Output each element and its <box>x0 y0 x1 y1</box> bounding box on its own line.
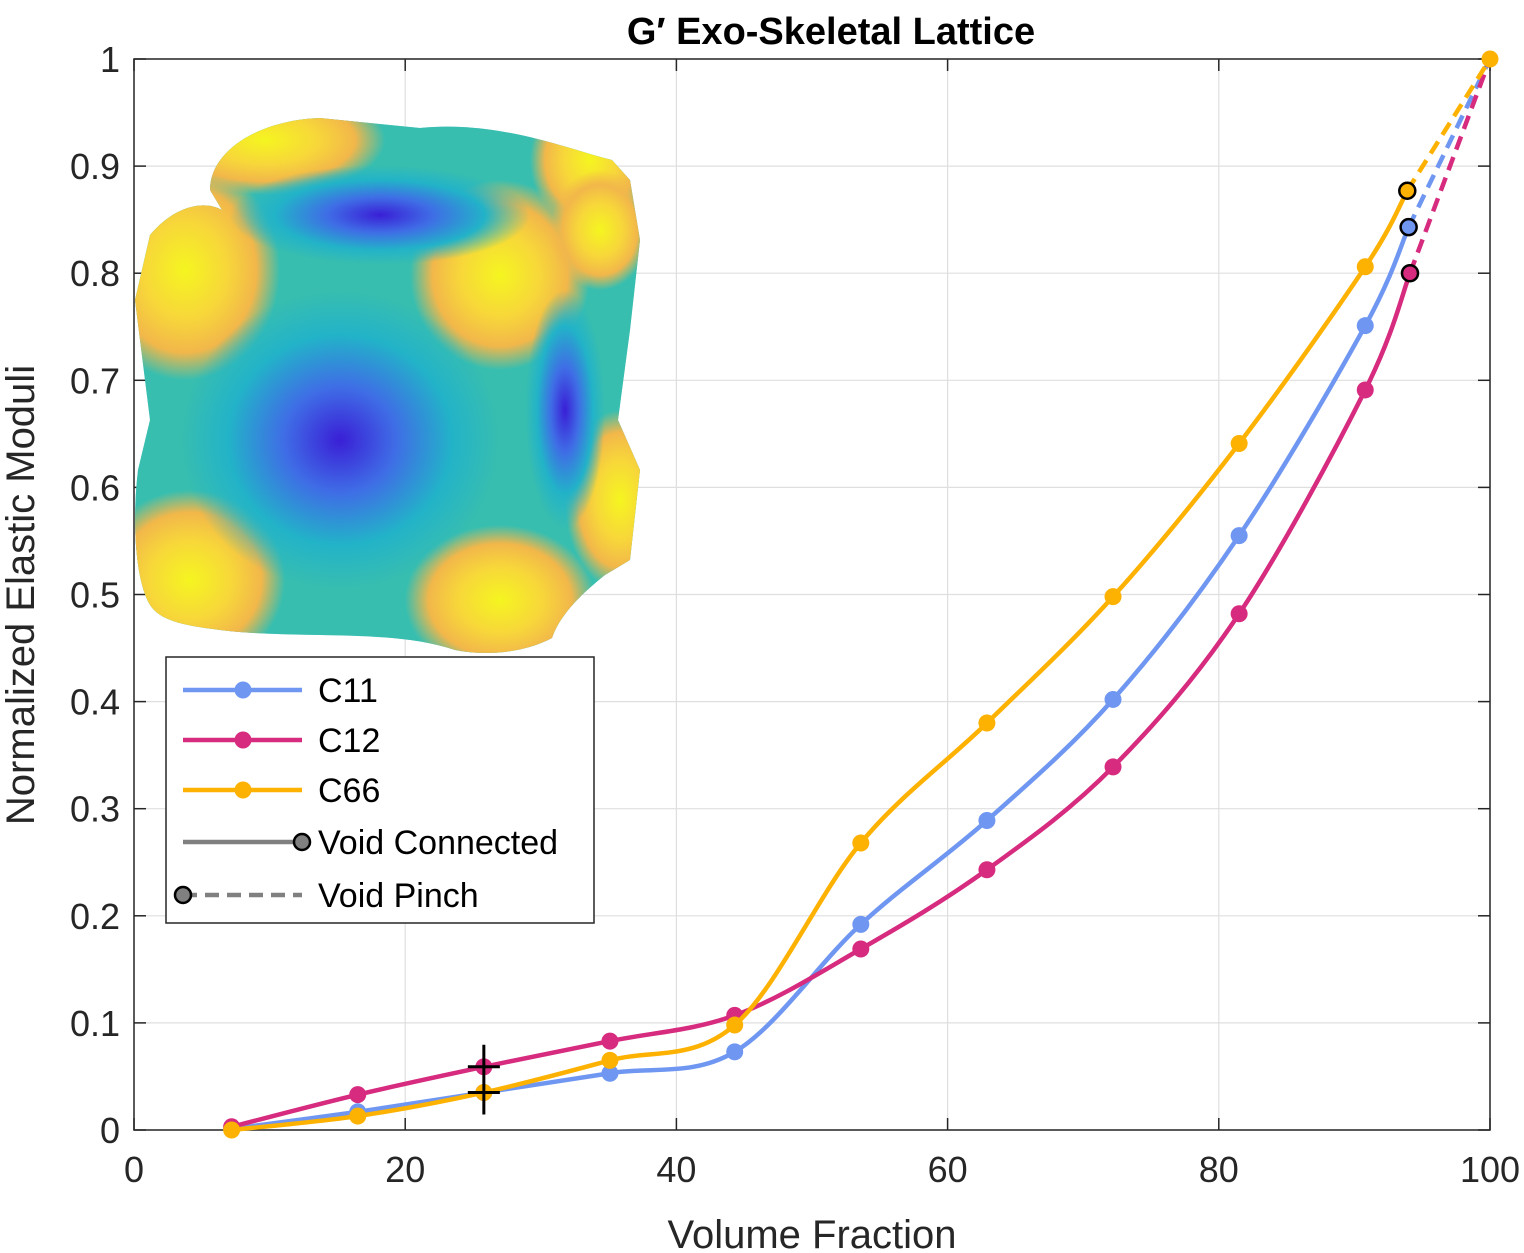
legend-entry-void-pinch: Void Pinch <box>173 877 479 915</box>
legend-marker-c12 <box>234 731 252 749</box>
y-tick-label: 1 <box>100 39 120 80</box>
y-tick-label: 0.3 <box>70 789 120 830</box>
x-tick-label: 0 <box>124 1149 144 1190</box>
y-axis-label: Normalized Elastic Moduli <box>0 365 43 825</box>
y-tick-label: 0.1 <box>70 1003 120 1044</box>
x-tick-label: 80 <box>1199 1149 1239 1190</box>
data-point-c66 <box>349 1107 367 1125</box>
y-tick-label: 0.2 <box>70 896 120 937</box>
endpoint-marker <box>1481 50 1499 68</box>
legend-marker-void-connected <box>292 832 312 852</box>
data-point-c11 <box>1356 317 1374 335</box>
data-point-c66 <box>726 1016 744 1034</box>
data-point-c12 <box>1356 381 1374 399</box>
legend-label-c66: C66 <box>318 772 380 810</box>
legend-entry-void-connected: Void Connected <box>183 824 558 862</box>
data-point-c12 <box>1104 758 1122 776</box>
data-point-c66 <box>1230 434 1248 452</box>
y-tick-label: 0.8 <box>70 253 120 294</box>
y-tick-labels: 0 0.1 0.2 0.3 0.4 0.5 0.6 0.7 0.8 0.9 1 <box>70 39 120 1151</box>
legend-entry-c66: C66 <box>183 772 380 810</box>
legend-entry-c12: C12 <box>183 722 380 760</box>
void-pinch-point-c12 <box>1400 263 1420 283</box>
y-tick-label: 0 <box>100 1110 120 1151</box>
data-point-c66 <box>978 714 996 732</box>
void-pinch-point-c11 <box>1399 217 1418 237</box>
data-point-c11 <box>978 811 996 829</box>
data-point-c66 <box>223 1121 241 1139</box>
x-tick-labels: 0 20 40 60 80 100 <box>124 1149 1520 1190</box>
data-point-c12 <box>978 861 996 879</box>
data-point-c11 <box>1230 527 1248 545</box>
y-tick-label: 0.4 <box>70 682 120 723</box>
y-tick-label: 0.5 <box>70 575 120 616</box>
series-c66 <box>223 57 1492 1139</box>
legend-label-void-connected: Void Connected <box>318 824 558 862</box>
data-point-c11 <box>601 1064 619 1082</box>
y-tick-label: 0.7 <box>70 360 120 401</box>
legend: C11 C12 C66 Void Connected Void Pinch <box>165 656 595 924</box>
data-point-c12 <box>1230 605 1248 623</box>
series-line-c12 <box>231 272 1413 1129</box>
series-dashed-line-c12 <box>1407 58 1493 274</box>
chart-title: G′ Exo-Skeletal Lattice <box>627 11 1035 53</box>
series-dashed-line-c66 <box>1405 57 1492 192</box>
x-tick-label: 100 <box>1460 1149 1520 1190</box>
legend-label-c12: C12 <box>318 722 380 760</box>
x-tick-label: 20 <box>385 1149 425 1190</box>
data-point-c12 <box>601 1032 619 1050</box>
x-axis-label: Volume Fraction <box>667 1213 956 1253</box>
legend-marker-void-pinch <box>173 885 193 905</box>
crosshair-marker <box>467 1044 500 1115</box>
y-tick-label: 0.6 <box>70 467 120 508</box>
axis-ticks <box>133 58 1491 1131</box>
data-point-c66 <box>601 1051 619 1069</box>
data-point-c11 <box>726 1043 744 1061</box>
void-pinch-point-c66 <box>1398 181 1417 200</box>
legend-entry-c11: C11 <box>183 672 378 710</box>
legend-marker-c11 <box>234 681 252 699</box>
y-tick-label: 0.9 <box>70 146 120 187</box>
legend-marker-c66 <box>234 781 252 799</box>
lattice-inset-image <box>135 118 640 653</box>
series-line-c66 <box>231 189 1410 1133</box>
data-point-c11 <box>1104 690 1122 708</box>
data-point-c11 <box>852 915 870 933</box>
data-point-c66 <box>1356 258 1374 276</box>
series-dashed-line-c11 <box>1406 58 1493 229</box>
legend-label-void-pinch: Void Pinch <box>318 877 479 915</box>
x-tick-label: 60 <box>928 1149 968 1190</box>
data-point-c12 <box>349 1086 367 1104</box>
legend-label-c11: C11 <box>318 672 378 710</box>
data-point-c66 <box>1104 588 1122 606</box>
data-series <box>223 50 1499 1139</box>
data-point-c12 <box>852 940 870 958</box>
x-tick-label: 40 <box>656 1149 696 1190</box>
data-point-c66 <box>852 834 870 852</box>
